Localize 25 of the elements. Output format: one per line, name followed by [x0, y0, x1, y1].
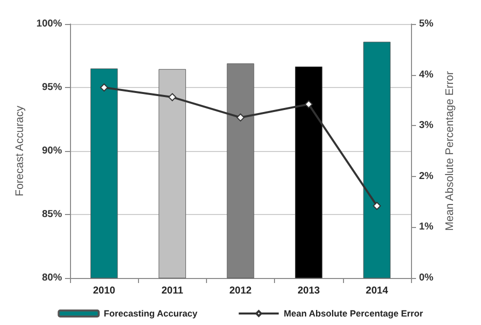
y-axis-title: Forecast Accuracy: [14, 105, 26, 196]
y2-tick-label: 0%: [419, 272, 434, 284]
y-tick-label: 100%: [36, 18, 62, 30]
y-tick-label: 90%: [42, 146, 62, 156]
point: [372, 202, 381, 210]
legend-label: Mean Absolute Percentage Error: [284, 308, 424, 318]
x-tick-label: 2012: [229, 286, 252, 296]
y2-tick-label: 3%: [419, 120, 434, 132]
legend-label: Forecasting Accuracy: [104, 308, 198, 318]
x-tick-label: 2013: [298, 286, 320, 296]
x-tick-label: 2011: [161, 286, 184, 296]
y2-tick-label: 5%: [419, 18, 434, 30]
y-tick-label: 80%: [42, 272, 62, 284]
y2-axis-title: Mean Absolute Percentage Error: [444, 70, 456, 231]
y2-tick-label: 1%: [419, 222, 434, 233]
point: [100, 84, 108, 92]
point: [304, 100, 313, 108]
point: [236, 113, 244, 122]
y2-tick-label: 4%: [419, 69, 434, 80]
point: [168, 93, 176, 102]
x-tick-label: 2010: [92, 286, 116, 296]
x-tick-label: 2014: [366, 286, 388, 296]
y2-tick-label: 2%: [419, 170, 434, 182]
y-tick-label: 95%: [42, 82, 62, 93]
y-tick-label: 85%: [42, 209, 62, 220]
